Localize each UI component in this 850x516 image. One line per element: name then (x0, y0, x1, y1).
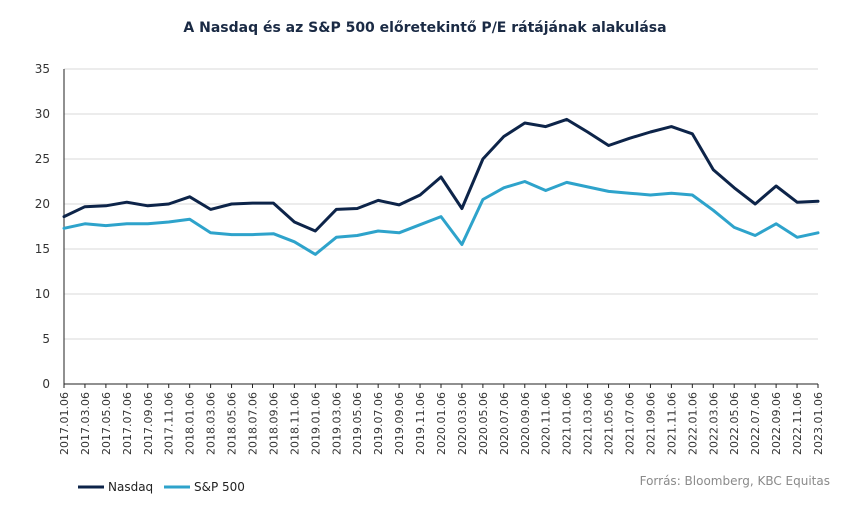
x-tick-label: 2019.07.06 (372, 392, 385, 455)
series-line-nasdaq (62, 117, 820, 233)
x-tick-label: 2017.01.06 (58, 392, 71, 455)
x-tick-label: 2021.05.06 (603, 392, 616, 455)
series-line-sp500 (62, 180, 820, 256)
x-tick-label: 2018.03.06 (205, 392, 218, 455)
x-tick-labels: 2017.01.06 2017.03.06 2017.05.06 2017.07.06… (58, 392, 825, 455)
x-tick-label: 2018.09.06 (267, 392, 280, 455)
y-tick-label: 30 (35, 107, 50, 121)
x-tick-label: 2017.05.06 (100, 392, 113, 455)
x-tick-label: 2022.03.06 (707, 392, 720, 455)
x-tick-label: 2020.01.06 (435, 392, 448, 455)
x-tick-label: 2017.07.06 (121, 392, 134, 455)
y-tick-label: 15 (35, 242, 50, 256)
series-lines (62, 117, 820, 256)
x-tick-label: 2021.11.06 (665, 392, 678, 455)
axes (63, 69, 819, 388)
x-tick-label: 2017.11.06 (163, 392, 176, 455)
y-tick-label: 25 (35, 152, 50, 166)
x-tick-label: 2018.05.06 (226, 392, 239, 455)
y-tick-label: 5 (42, 332, 50, 346)
x-tick-label: 2020.03.06 (456, 392, 469, 455)
legend-label-nasdaq: Nasdaq (108, 480, 153, 494)
x-tick-label: 2018.01.06 (184, 392, 197, 455)
y-tick-label: 0 (42, 377, 50, 391)
x-tick-label: 2022.11.06 (791, 392, 804, 455)
x-tick-label: 2018.11.06 (288, 392, 301, 455)
x-tick-label: 2023.01.06 (812, 392, 825, 455)
y-tick-label: 35 (35, 62, 50, 76)
x-tick-label: 2020.07.06 (498, 392, 511, 455)
y-tick-labels: 0 5 10 15 20 25 30 35 (35, 62, 50, 391)
chart-title: A Nasdaq és az S&P 500 előretekintő P/E … (183, 20, 667, 36)
x-tick-label: 2022.07.06 (749, 392, 762, 455)
x-tick-label: 2021.09.06 (644, 392, 657, 455)
x-tick-label: 2019.05.06 (351, 392, 364, 455)
x-tick-label: 2019.11.06 (414, 392, 427, 455)
x-tick-label: 2020.05.06 (477, 392, 490, 455)
x-tick-label: 2022.09.06 (770, 392, 783, 455)
source-note: Forrás: Bloomberg, KBC Equitas (639, 474, 830, 488)
x-tick-label: 2020.09.06 (519, 392, 532, 455)
x-tick-label: 2018.07.06 (247, 392, 260, 455)
y-tick-label: 10 (35, 287, 50, 301)
x-tick-label: 2022.01.06 (686, 392, 699, 455)
x-tick-label: 2021.01.06 (561, 392, 574, 455)
x-tick-label: 2021.03.06 (582, 392, 595, 455)
x-tick-label: 2022.05.06 (728, 392, 741, 455)
x-tick-label: 2017.03.06 (79, 392, 92, 455)
y-tick-label: 20 (35, 197, 50, 211)
x-tick-label: 2017.09.06 (142, 392, 155, 455)
gridlines (64, 68, 818, 340)
x-tick-label: 2020.11.06 (540, 392, 553, 455)
x-tick-label: 2019.09.06 (393, 392, 406, 455)
x-tick-label: 2019.01.06 (309, 392, 322, 455)
legend: Nasdaq S&P 500 (78, 480, 245, 494)
x-tick-label: 2019.03.06 (330, 392, 343, 455)
legend-label-sp500: S&P 500 (194, 480, 245, 494)
x-tick-label: 2021.07.06 (624, 392, 637, 455)
